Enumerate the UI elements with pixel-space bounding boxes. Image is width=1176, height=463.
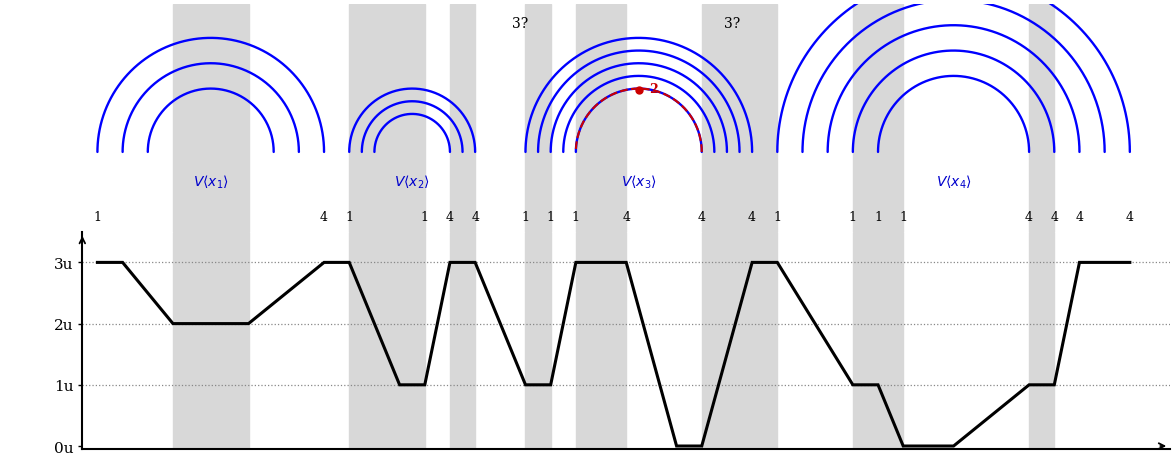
Text: 1: 1 xyxy=(93,210,101,223)
Bar xyxy=(526,232,550,449)
Text: 2: 2 xyxy=(649,82,657,95)
Bar xyxy=(702,5,777,232)
Text: 4: 4 xyxy=(320,210,328,223)
Text: $V\langle x_2\rangle$: $V\langle x_2\rangle$ xyxy=(394,174,430,191)
Bar xyxy=(173,5,248,232)
Text: 1: 1 xyxy=(900,210,907,223)
Bar xyxy=(450,232,475,449)
Text: 1: 1 xyxy=(774,210,781,223)
Text: $V\langle x_1\rangle$: $V\langle x_1\rangle$ xyxy=(193,174,228,191)
Text: 1: 1 xyxy=(849,210,857,223)
Text: 4: 4 xyxy=(1125,210,1134,223)
Text: 4: 4 xyxy=(446,210,454,223)
Bar xyxy=(526,5,550,232)
Text: 1: 1 xyxy=(572,210,580,223)
Text: $V\langle x_4\rangle$: $V\langle x_4\rangle$ xyxy=(936,174,971,191)
Text: 4: 4 xyxy=(697,210,706,223)
Text: 4: 4 xyxy=(1025,210,1033,223)
Bar xyxy=(1029,5,1055,232)
Text: 1: 1 xyxy=(547,210,555,223)
Bar xyxy=(450,5,475,232)
Text: 1: 1 xyxy=(521,210,529,223)
Bar xyxy=(173,232,248,449)
Text: 4: 4 xyxy=(1076,210,1083,223)
Text: 1: 1 xyxy=(421,210,429,223)
Bar xyxy=(349,5,425,232)
Text: 4: 4 xyxy=(622,210,630,223)
Bar xyxy=(1029,232,1055,449)
Text: 4: 4 xyxy=(472,210,479,223)
Text: $V\langle x_3\rangle$: $V\langle x_3\rangle$ xyxy=(621,174,656,191)
Text: 3?: 3? xyxy=(513,17,528,31)
Text: 4: 4 xyxy=(1050,210,1058,223)
Bar xyxy=(702,232,777,449)
Bar xyxy=(349,232,425,449)
Bar xyxy=(576,5,626,232)
Text: 3?: 3? xyxy=(724,17,740,31)
Bar xyxy=(576,232,626,449)
Text: 1: 1 xyxy=(346,210,353,223)
Bar xyxy=(853,232,903,449)
Text: 1: 1 xyxy=(874,210,882,223)
Bar xyxy=(853,5,903,232)
Text: 4: 4 xyxy=(748,210,756,223)
